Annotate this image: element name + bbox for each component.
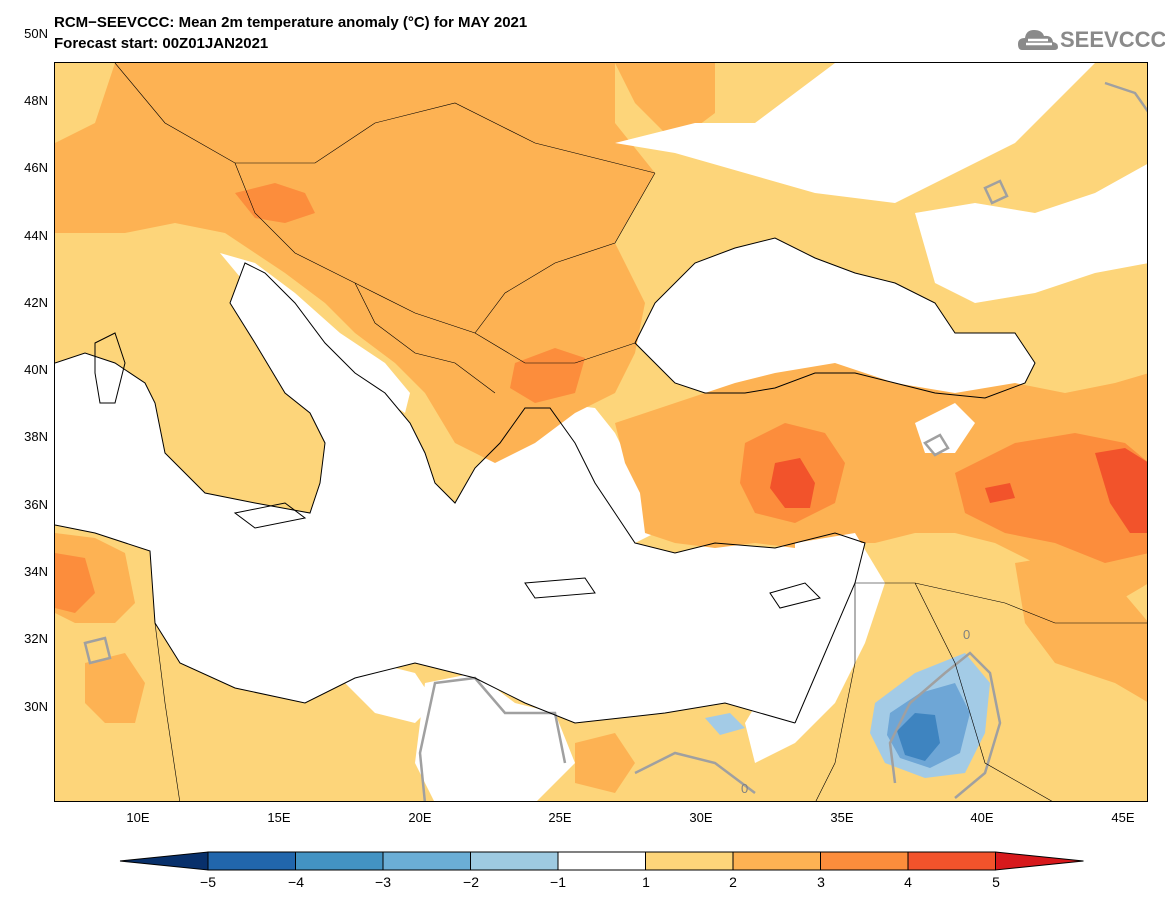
contour-label-zero-2: 0 (741, 781, 748, 796)
zero-contour-lines (83, 81, 1147, 801)
colorbar-segment (645, 851, 734, 871)
lat-label: 44N (24, 228, 48, 243)
anomaly-zone-2-3-east-syria (1015, 553, 1147, 702)
colorbar-segment (295, 851, 384, 871)
lat-label: 42N (24, 295, 48, 310)
lat-label: 30N (24, 699, 48, 714)
lon-label: 15E (267, 810, 291, 825)
colorbar-segment (382, 851, 471, 871)
logo-text: SEEVCCC (1060, 27, 1165, 52)
lon-label: 35E (830, 810, 854, 825)
colorbar-label: −2 (463, 874, 479, 890)
sea-adriatic (220, 253, 410, 413)
anomaly-zone-4-5-central-anatolia (770, 458, 815, 508)
country-borders (114, 63, 1147, 801)
lat-label: 50N (24, 26, 48, 41)
colorbar-label: 5 (992, 874, 1000, 890)
seevccc-cloud-logo-icon (1018, 30, 1058, 50)
colorbar-label: −4 (288, 874, 304, 890)
anomaly-zone-neutral-sinai (745, 533, 885, 763)
anomaly-zone-neg-3-4 (897, 713, 940, 761)
anomaly-zone-3-4-tunisia (55, 553, 95, 613)
coastlines (55, 237, 1036, 724)
anomaly-zone-3-4-bulgaria (510, 348, 585, 403)
colorbar-label: 3 (817, 874, 825, 890)
sea-sirte (335, 663, 435, 723)
colorbar-segment (557, 851, 646, 871)
sea-mediterranean (55, 263, 865, 723)
anomaly-zone-2-3-libya (85, 653, 145, 723)
lat-label: 36N (24, 497, 48, 512)
anomaly-zone-neutral-ukraine (615, 63, 1095, 203)
lat-label: 38N (24, 429, 48, 444)
colorbar-segment (470, 851, 559, 871)
colorbar-extend-high (995, 851, 1084, 871)
colorbar-label: 2 (729, 874, 737, 890)
colorbar-segment (820, 851, 909, 871)
lat-label: 48N (24, 93, 48, 108)
anomaly-zone-2-3-anatolia (615, 363, 1147, 603)
lon-label: 45E (1111, 810, 1135, 825)
lat-label: 34N (24, 564, 48, 579)
lon-label: 30E (689, 810, 713, 825)
anomaly-zone-neutral-russia (915, 164, 1147, 303)
anomaly-zone-neutral-egypt-west (415, 673, 575, 801)
lon-label: 20E (408, 810, 432, 825)
anomaly-map: 0 0 (55, 63, 1147, 801)
anomaly-zone-4-5-small (985, 483, 1015, 503)
colorbar-label: 1 (642, 874, 650, 890)
lon-label: 25E (548, 810, 572, 825)
map-panel: 0 0 (54, 62, 1148, 802)
lat-label: 46N (24, 160, 48, 175)
colorbar-label: −5 (200, 874, 216, 890)
anomaly-zone-2-3-east-europe (615, 63, 715, 143)
anomaly-zone-2-3-egypt (575, 733, 635, 793)
colorbar-segment (732, 851, 821, 871)
lon-label: 10E (126, 810, 150, 825)
sea-black (635, 238, 1035, 398)
lat-label: 40N (24, 362, 48, 377)
forecast-start-label: Forecast start: 00Z01JAN2021 (54, 35, 269, 52)
anomaly-zone-2-3-balkans (55, 63, 655, 463)
anomaly-zone-4-5-east-anatolia (1095, 448, 1147, 533)
lon-label: 40E (970, 810, 994, 825)
colorbar-segment (207, 851, 296, 871)
lat-label: 32N (24, 631, 48, 646)
colorbar-label: −3 (375, 874, 391, 890)
contour-label-zero-1: 0 (963, 627, 970, 642)
chart-title: RCM−SEEVCCC: Mean 2m temperature anomaly… (54, 14, 528, 31)
anomaly-zone-neg-nile (705, 713, 745, 735)
colorbar-extend-low (119, 851, 209, 871)
colorbar-segment (907, 851, 996, 871)
colorbar-label: 4 (904, 874, 912, 890)
sea-aegean (515, 403, 655, 543)
colorbar-label: −1 (550, 874, 566, 890)
